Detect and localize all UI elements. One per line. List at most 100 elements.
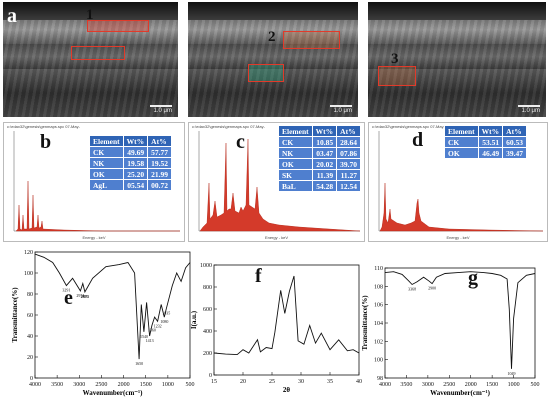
y-tick-label-g: 108 — [374, 284, 383, 290]
cell-element: SK — [278, 169, 313, 181]
table-row: BaL 54.28 12.54 — [278, 180, 362, 192]
eds-header-d: c:\edax32\genesis\genmaps.spc 07-May- — [372, 124, 445, 129]
col-at: At% — [147, 135, 173, 147]
y-tick-label-e: 120 — [24, 250, 33, 256]
y-tick-label-g: 102 — [374, 339, 383, 345]
cell-element: OK — [278, 158, 313, 170]
table-row: OK 20.02 39.70 — [278, 158, 362, 170]
series-line-f — [213, 275, 360, 356]
cell-at: 07.86 — [336, 147, 362, 159]
eds-header-c: c:\edax32\genesis\genmaps.spc 07-May- — [192, 124, 265, 129]
cell-at: 39.47 — [502, 147, 528, 159]
col-element: Element — [89, 135, 124, 147]
eds-energy-label-b: Energy - keV — [82, 235, 106, 240]
y-tick-label-g: 110 — [374, 266, 383, 272]
plot-frame-f — [213, 264, 360, 376]
table-row: OK 46.49 39.47 — [444, 147, 528, 159]
eds-plot-c — [198, 131, 361, 232]
x-axis-label-f: 2θ — [283, 386, 291, 394]
x-tick-label-e: 4000 — [29, 382, 41, 388]
x-tick-label-g: 3500 — [400, 382, 412, 388]
sem-image-2: 1.0 μm — [188, 2, 358, 117]
col-element: Element — [278, 125, 313, 137]
x-tick-label-f: 20 — [240, 379, 246, 385]
y-axis-label-e: Transmittance(%) — [11, 287, 19, 343]
region-2-box — [283, 31, 340, 49]
table-row: CK 49.69 57.77 — [89, 146, 173, 158]
eds-plot-b — [13, 131, 180, 232]
peak-annotation-e: 1650 — [135, 361, 143, 366]
y-axis-label-g: Transmittance(%) — [361, 295, 369, 351]
peak-annotation-e: 1035 — [162, 311, 170, 316]
y-tick-label-e: 60 — [27, 313, 33, 319]
cell-element: CK — [278, 136, 313, 148]
x-axis-label-e: Wavenumber(cm⁻¹) — [83, 389, 144, 397]
x-tick-label-f: 15 — [211, 379, 217, 385]
x-tick-label-e: 2500 — [95, 382, 107, 388]
y-tick-label-e: 40 — [27, 334, 33, 340]
series-line-e — [34, 253, 191, 360]
cell-wt: 53.51 — [477, 136, 504, 148]
x-tick-label-e: 1000 — [162, 382, 174, 388]
cell-at: 39.70 — [336, 158, 362, 170]
series-line-g — [384, 271, 536, 369]
eds-table-header-row: Element Wt% At% — [89, 135, 173, 147]
eds-table-b: Element Wt% At% CK 49.69 57.77 NK 19.58 19.5… — [89, 135, 173, 191]
x-tick-label-f: 35 — [327, 379, 333, 385]
x-tick-label-g: 500 — [531, 382, 540, 388]
cell-element: OK — [89, 168, 124, 180]
panel-label-b: b — [40, 131, 52, 153]
x-tick-label-f: 30 — [298, 379, 304, 385]
x-tick-label-g: 2500 — [443, 382, 455, 388]
panel-label-c: c — [236, 131, 245, 153]
cell-wt: 05.54 — [122, 179, 149, 191]
cell-at: 00.72 — [147, 179, 173, 191]
x-tick-label-f: 25 — [269, 379, 275, 385]
x-tick-label-g: 3000 — [422, 382, 434, 388]
region-1-lower-box — [71, 46, 125, 60]
x-tick-label-g: 1000 — [508, 382, 520, 388]
x-tick-label-g: 1500 — [486, 382, 498, 388]
cell-wt: 25.20 — [122, 168, 149, 180]
x-tick-label-e: 500 — [186, 382, 195, 388]
y-tick-label-f: 600 — [203, 307, 212, 313]
sem-image-3: 1.0 μm — [368, 2, 546, 117]
table-row: AgL 05.54 00.72 — [89, 179, 173, 191]
peak-annotation-e: 1080 — [160, 319, 168, 324]
y-tick-label-f: 800 — [203, 285, 212, 291]
table-row: CK 10.85 28.64 — [278, 136, 362, 148]
cell-element: NK — [89, 157, 124, 169]
col-wt: Wt% — [122, 135, 149, 147]
region-3-box — [378, 66, 416, 86]
eds-plot-d — [378, 131, 544, 232]
x-tick-label-e: 3500 — [51, 382, 63, 388]
y-tick-label-e: 0 — [30, 376, 33, 382]
x-tick-label-g: 2000 — [465, 382, 477, 388]
eds-energy-label-d: Energy - keV — [446, 235, 470, 240]
x-tick-label-g: 4000 — [379, 382, 391, 388]
x-tick-label-e: 1500 — [140, 382, 152, 388]
x-tick-label-f: 40 — [356, 379, 362, 385]
cell-at: 12.54 — [336, 180, 362, 192]
peak-annotation-g: 3368 — [408, 287, 416, 292]
y-tick-label-e: 80 — [27, 292, 33, 298]
y-tick-label-f: 0 — [209, 373, 212, 379]
scale-label-3: 1.0 μm — [521, 108, 540, 114]
table-row: OK 25.20 21.99 — [89, 168, 173, 180]
x-tick-label-e: 3000 — [73, 382, 85, 388]
x-tick-label-e: 2000 — [118, 382, 130, 388]
region-number-3: 3 — [391, 51, 399, 67]
panel-label-a: a — [7, 5, 17, 27]
eds-table-header-row: Element Wt% At% — [278, 125, 362, 137]
cell-at: 57.77 — [147, 146, 173, 158]
cell-element: AgL — [89, 179, 124, 191]
panel-label-d: d — [412, 129, 424, 151]
cell-wt: 10.85 — [311, 136, 338, 148]
y-axis-label-f: I(a.u.) — [190, 310, 198, 329]
eds-energy-label-c: Energy - keV — [264, 235, 289, 240]
peak-annotation-e: 1413 — [146, 338, 154, 343]
cell-at: 11.27 — [336, 169, 362, 181]
eds-table-header-row: Element Wt% At% — [444, 125, 528, 137]
cell-element: BaL — [278, 180, 313, 192]
eds-table-c: Element Wt% At% CK 10.85 28.64 NK 03.47 07.8… — [278, 125, 362, 192]
